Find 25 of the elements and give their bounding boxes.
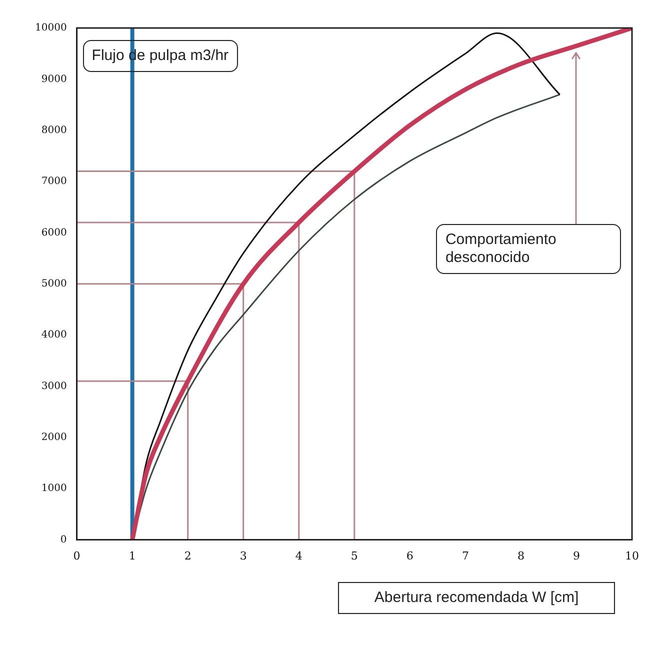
y-tick-label: 9000 [41, 74, 67, 85]
x-tick-label: 4 [295, 549, 302, 562]
y-tick-label: 4000 [41, 330, 67, 341]
x-tick-label: 9 [572, 549, 580, 562]
y-tick-label: 7000 [41, 176, 67, 188]
y-tick-label: 6000 [41, 227, 67, 238]
x-tick-label: 1 [128, 549, 136, 562]
y-tick-label: 1000 [41, 483, 67, 494]
x-tick-label: 5 [350, 549, 358, 562]
x-tick-label: 7 [462, 549, 469, 562]
x-axis-title: Abertura recomendada W [cm] [338, 582, 616, 614]
y-tick-label: 8000 [41, 124, 67, 136]
y-tick-label: 0 [60, 534, 67, 546]
y-tick-label: 2000 [41, 432, 67, 444]
x-tick-label: 6 [406, 549, 414, 562]
y-tick-label: 3000 [41, 380, 67, 392]
x-tick-label: 10 [625, 549, 639, 562]
x-tick-label: 0 [73, 549, 80, 562]
line-series [130, 28, 632, 540]
x-tick-label: 2 [184, 549, 192, 562]
x-tick-label: 3 [240, 549, 247, 562]
x-tick-label: 8 [517, 549, 524, 562]
annotation: Comportamiento desconocido [436, 224, 622, 274]
y-tick-label: 10000 [35, 22, 67, 34]
y-tick-label: 5000 [41, 278, 67, 290]
